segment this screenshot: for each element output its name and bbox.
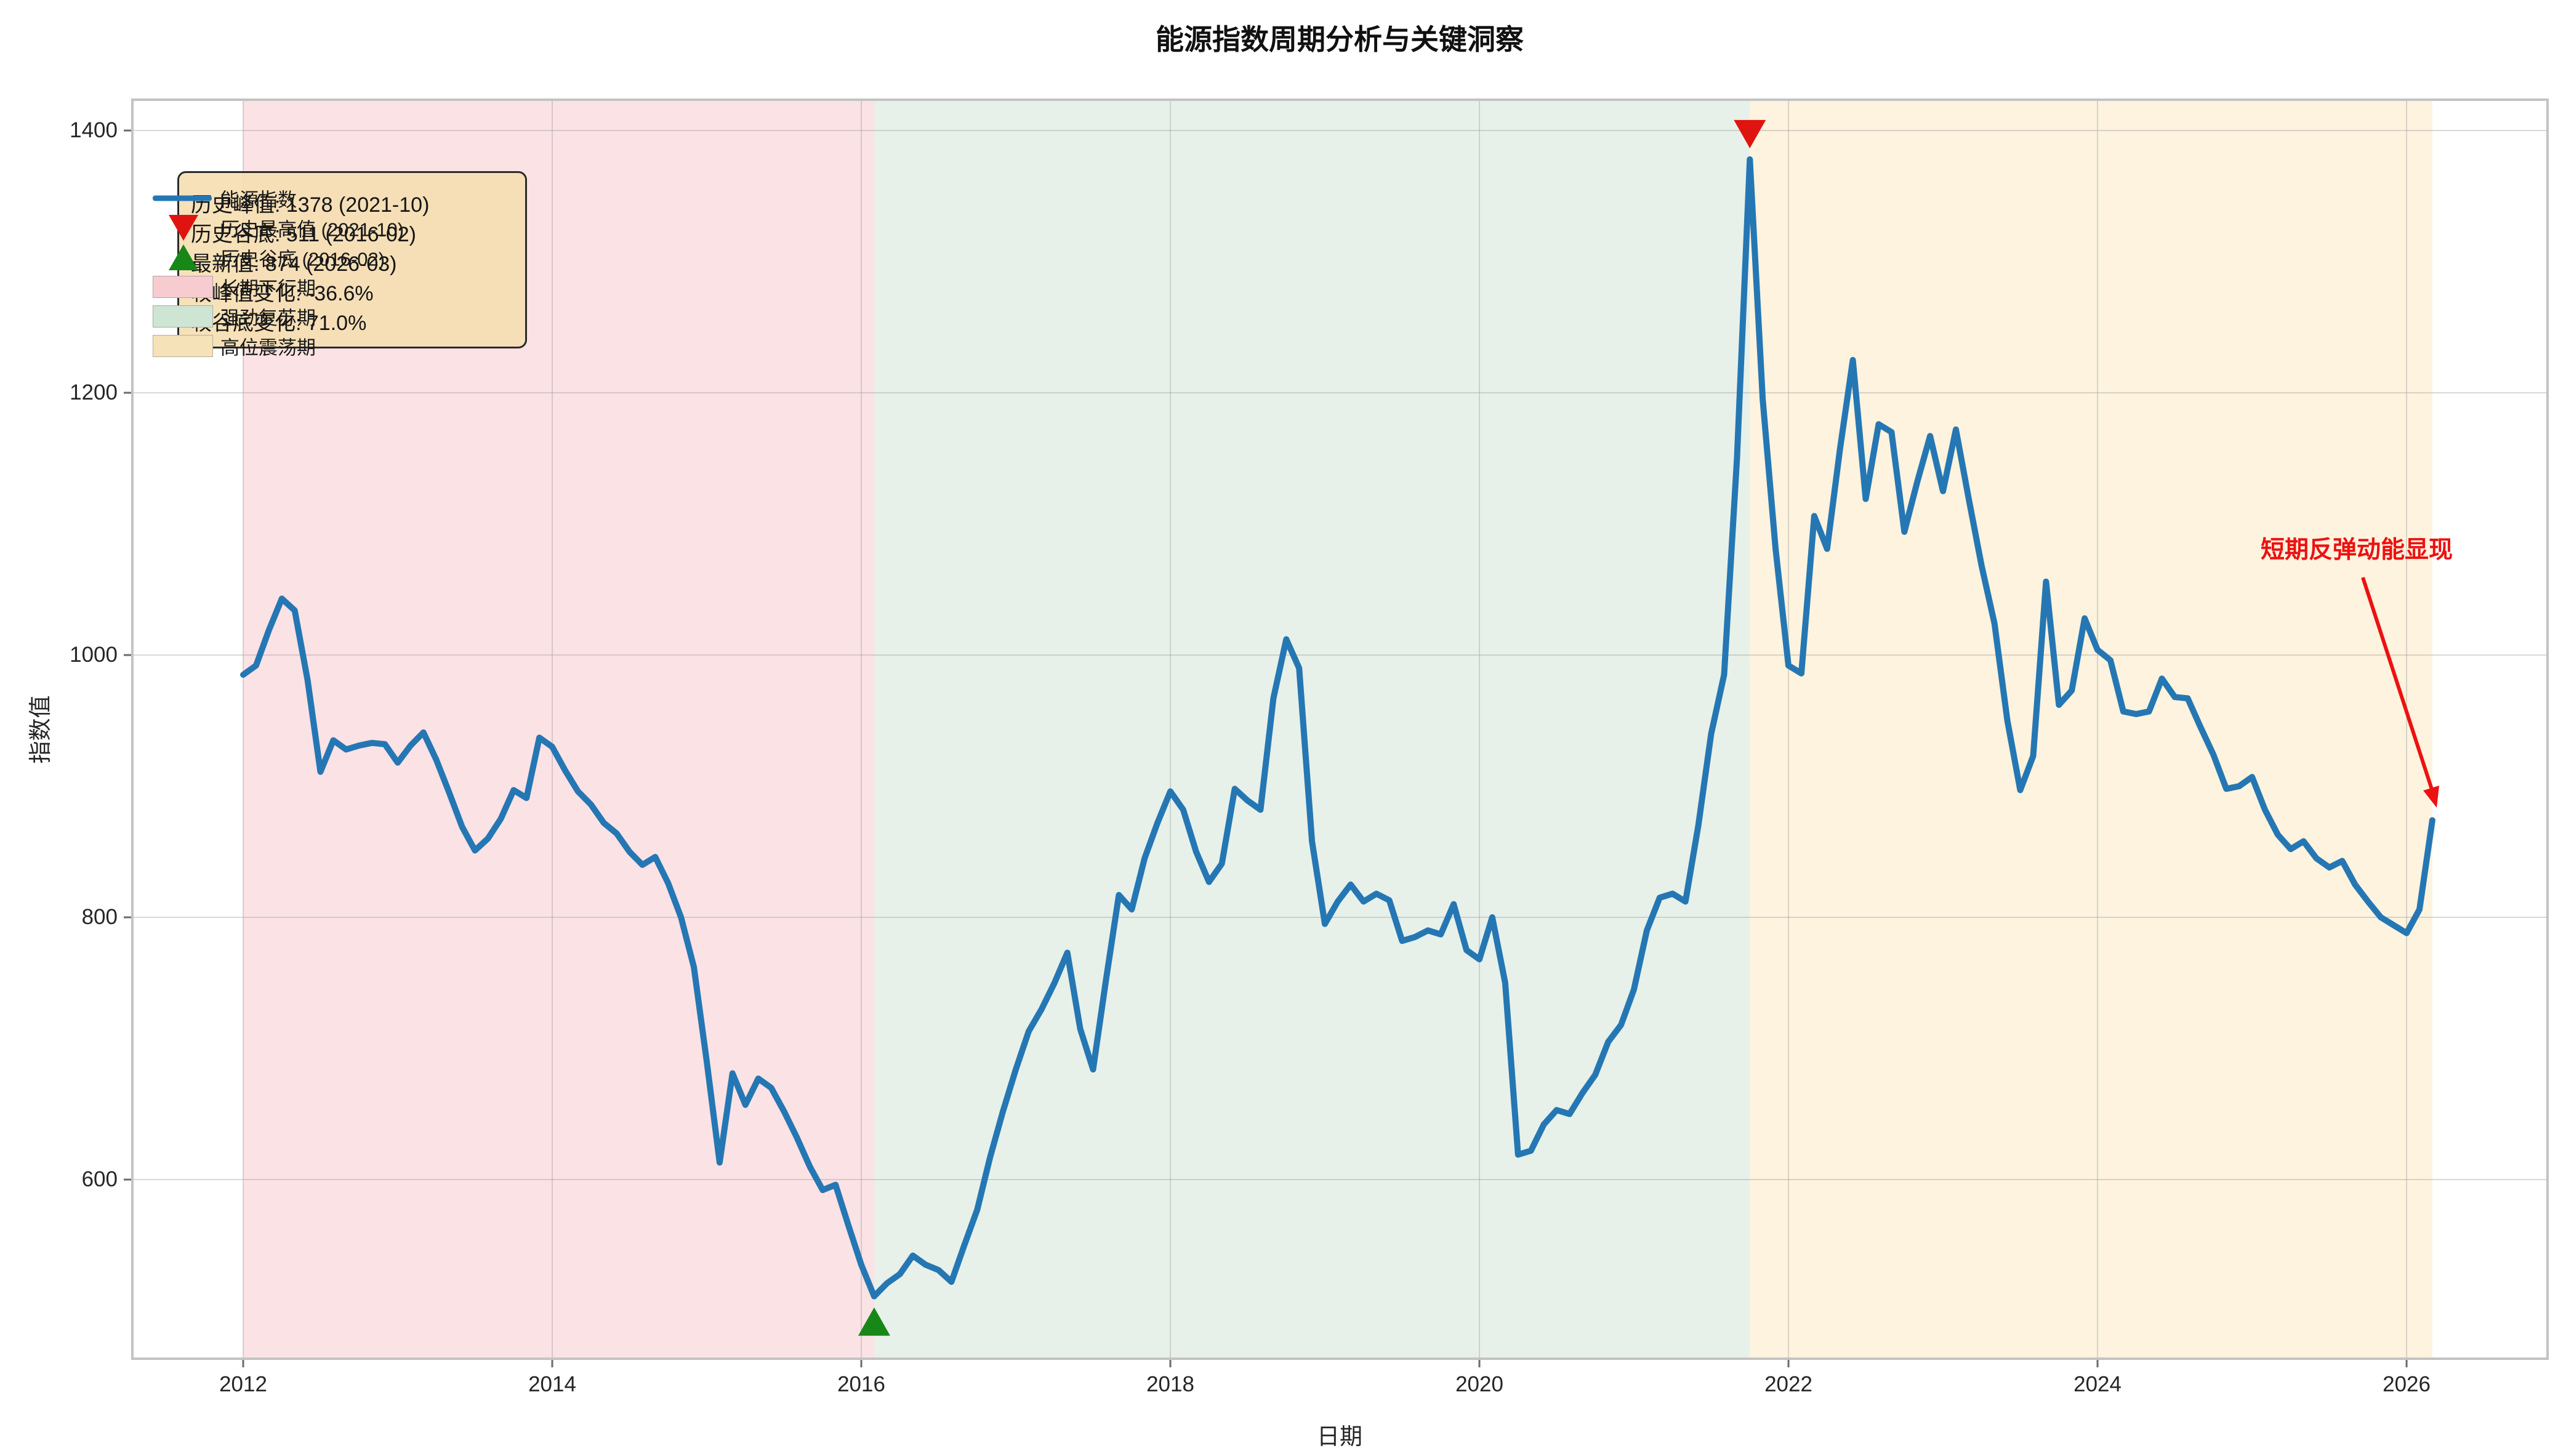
line-swatch-icon: [153, 195, 212, 201]
legend-item-label: 能源指数: [220, 189, 297, 211]
callout-arrow-line: [2361, 577, 2434, 790]
legend-item-label: 强劲复苏期: [220, 307, 316, 329]
x-tick-label: 2020: [1455, 1372, 1503, 1396]
phase-region-3: [1750, 100, 2432, 1359]
legend-item-label: 历史最高值 (2021-10): [220, 219, 404, 241]
x-tick-label: 2022: [1764, 1372, 1812, 1396]
callout-arrow-head: [2423, 786, 2439, 808]
x-tick-label: 2024: [2073, 1372, 2122, 1396]
x-tick-label: 2012: [219, 1372, 267, 1396]
peak-marker-icon: [1734, 119, 1766, 148]
triangle-up-icon: [169, 244, 198, 270]
legend-item-1: 能源指数: [153, 183, 534, 213]
stats-annotation-box: [177, 171, 527, 348]
rebound-callout-text: 短期反弹动能显现: [2260, 537, 2453, 563]
y-axis-label: 指数值: [28, 695, 53, 764]
stats-line-2: 历史谷底: 511 (2016-02): [191, 223, 416, 246]
y-tick-label: 600: [81, 1167, 118, 1191]
legend-item-6: 高位震荡期: [153, 331, 534, 361]
plot-border: [131, 99, 2549, 1360]
stats-line-4: 较峰值变化: -36.6%: [191, 282, 374, 305]
legend-item-label: 高位震荡期: [220, 337, 316, 359]
stats-line-5: 较谷底变化: 71.0%: [191, 312, 367, 335]
energy-index-line: [240, 156, 2435, 1300]
y-tick-label: 800: [81, 905, 118, 929]
legend-item-3: 历史谷底 (2016-02): [153, 243, 534, 272]
legend-item-label: 长期下行期: [220, 278, 316, 300]
legend-item-2: 历史最高值 (2021-10): [153, 213, 534, 243]
x-tick-label: 2026: [2383, 1372, 2431, 1396]
stats-line-1: 历史峰值: 1378 (2021-10): [191, 193, 430, 217]
legend-item-label: 历史谷底 (2016-02): [220, 248, 385, 270]
patch-swatch-icon: [153, 305, 213, 328]
phase-region-2: [874, 100, 1750, 1359]
legend-item-5: 强劲复苏期: [153, 302, 534, 331]
triangle-down-icon: [169, 215, 198, 241]
patch-swatch-icon: [153, 276, 213, 298]
stats-line-3: 最新值: 874 (2026-03): [191, 252, 397, 276]
y-tick-label: 1000: [70, 643, 118, 667]
y-tick-label: 1400: [70, 118, 118, 142]
y-tick-label: 1200: [70, 380, 118, 404]
x-tick-label: 2018: [1146, 1372, 1194, 1396]
patch-swatch-icon: [153, 335, 213, 357]
x-axis-label: 日期: [1317, 1424, 1362, 1449]
trough-marker-icon: [858, 1307, 890, 1336]
x-tick-label: 2016: [837, 1372, 885, 1396]
chart-title: 能源指数周期分析与关键洞察: [1156, 23, 1524, 55]
x-tick-label: 2014: [528, 1372, 576, 1396]
legend-item-4: 长期下行期: [153, 272, 534, 302]
